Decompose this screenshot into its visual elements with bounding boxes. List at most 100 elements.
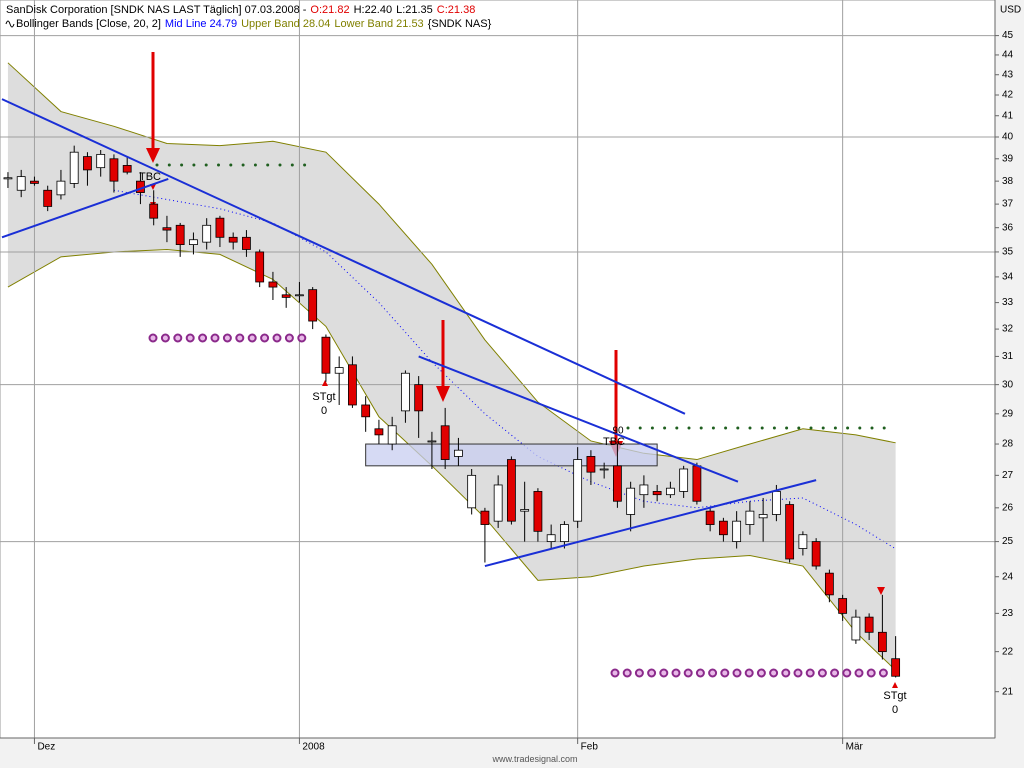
y-tick-label: 33 [1002, 297, 1014, 308]
candle-body [242, 236, 251, 250]
candle-body [427, 440, 437, 443]
marks-layer [1, 98, 901, 678]
candle-body [374, 428, 384, 436]
y-tick-label: 23 [1002, 608, 1014, 619]
candle-body [546, 534, 556, 542]
candle-body [295, 294, 304, 297]
signal-marker [877, 587, 885, 595]
stop-marker [683, 668, 693, 678]
candle-body [189, 239, 198, 245]
level-dot [650, 426, 654, 430]
candle-body [96, 153, 106, 169]
grid-layer [0, 0, 995, 738]
indicator-icon [5, 20, 15, 28]
level-dot [266, 163, 270, 167]
y-tick-label: 43 [1002, 69, 1014, 80]
y-tick-label: 27 [1002, 470, 1014, 481]
y-tick-label: 37 [1002, 199, 1014, 210]
annotation: TBC [603, 436, 625, 448]
arrow-head [146, 148, 160, 163]
stop-marker [732, 668, 742, 678]
stop-marker [634, 668, 644, 678]
candle-body [493, 484, 503, 522]
stop-marker [744, 668, 754, 678]
candle-body [705, 510, 715, 525]
header-part: L:21.35 [396, 4, 433, 16]
level-dot [192, 163, 196, 167]
candle-body [758, 514, 768, 519]
stop-marker [720, 668, 730, 678]
indicator-legend: Bollinger Bands [Close, 20, 2] Mid Line 2… [4, 17, 495, 31]
x-tick-label: Feb [581, 742, 599, 753]
annotation: 0 [892, 704, 898, 716]
stop-marker [247, 333, 257, 343]
level-dot [204, 163, 208, 167]
annotation: 90 [612, 426, 624, 437]
candle-body [281, 294, 291, 298]
bands-layer [7, 62, 896, 671]
level-dot [772, 426, 776, 430]
level-dot [760, 426, 764, 430]
candle-body [851, 616, 861, 641]
upper-band [7, 62, 896, 461]
candle-body [639, 484, 649, 496]
candle-body [891, 658, 901, 677]
candle-body [401, 372, 410, 412]
level-dot [785, 426, 789, 430]
band-area [7, 62, 896, 671]
arrow-head [436, 386, 450, 402]
candle-body [308, 289, 318, 322]
y-tick-label: 22 [1002, 646, 1014, 657]
y-tick-label: 38 [1002, 176, 1014, 187]
candle-body [175, 224, 185, 245]
stop-marker [260, 333, 270, 343]
stop-marker [830, 668, 840, 678]
candle-body [718, 520, 728, 536]
stop-marker [793, 668, 803, 678]
candle-body [109, 158, 119, 182]
candle-body [268, 281, 278, 288]
candle-body [692, 465, 702, 502]
stop-marker [817, 668, 827, 678]
stop-marker [272, 333, 282, 343]
candle-body [626, 487, 636, 515]
y-tick-label: 42 [1002, 90, 1014, 101]
candle-body [56, 180, 66, 196]
legend-part: Bollinger Bands [Close, 20, 2] [16, 18, 161, 30]
y-tick-label: 32 [1002, 324, 1014, 335]
unit-label: USD [1000, 5, 1021, 16]
level-dot [180, 163, 184, 167]
level-dot [303, 163, 307, 167]
candle-body [162, 227, 172, 231]
y-tick-label: 26 [1002, 502, 1014, 513]
annotation: STgt [883, 690, 906, 702]
candle-body [520, 509, 530, 512]
candle-body [785, 504, 795, 560]
level-dot [687, 426, 691, 430]
trend-line [1, 177, 169, 239]
candle-body [811, 541, 821, 567]
level-dot [821, 426, 825, 430]
level-dot [675, 426, 679, 430]
level-dot [797, 426, 801, 430]
header-part: H:22.40 [353, 4, 393, 16]
y-tick-label: 30 [1002, 379, 1014, 390]
stop-marker [756, 668, 766, 678]
candle-body [454, 449, 463, 457]
x-tick-label: Dez [37, 742, 55, 753]
candle-body [228, 236, 238, 243]
candle-body [321, 336, 331, 374]
stop-marker [781, 668, 791, 678]
header: SanDisk Corporation [SNDK NAS LAST Tägli… [6, 3, 479, 17]
y-tick-label: 44 [1002, 50, 1014, 61]
stop-marker [185, 333, 195, 343]
candle-body [202, 224, 212, 243]
level-dot [699, 426, 703, 430]
candle-body [732, 520, 742, 542]
stop-marker [878, 668, 888, 678]
stop-marker [854, 668, 864, 678]
stop-marker [769, 668, 779, 678]
y-tick-label: 45 [1002, 30, 1014, 41]
level-dot [711, 426, 715, 430]
